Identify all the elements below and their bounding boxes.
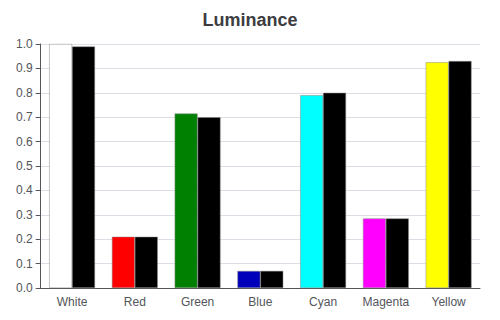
svg-text:1.0: 1.0 [16, 37, 33, 51]
svg-text:0.5: 0.5 [16, 159, 33, 173]
svg-text:0.8: 0.8 [16, 86, 33, 100]
svg-text:0.6: 0.6 [16, 135, 33, 149]
svg-text:Blue: Blue [248, 295, 272, 309]
svg-text:0.3: 0.3 [16, 208, 33, 222]
svg-text:Cyan: Cyan [309, 295, 337, 309]
svg-text:0.4: 0.4 [16, 183, 33, 197]
svg-text:Luminance: Luminance [202, 10, 297, 30]
svg-text:0.1: 0.1 [16, 257, 33, 271]
svg-text:0.7: 0.7 [16, 110, 33, 124]
svg-text:Magenta: Magenta [363, 295, 410, 309]
svg-text:Green: Green [181, 295, 214, 309]
svg-text:White: White [57, 295, 88, 309]
svg-text:0.2: 0.2 [16, 232, 33, 246]
svg-text:0.0: 0.0 [16, 281, 33, 295]
svg-text:Red: Red [124, 295, 146, 309]
svg-text:0.9: 0.9 [16, 61, 33, 75]
svg-text:Yellow: Yellow [431, 295, 466, 309]
